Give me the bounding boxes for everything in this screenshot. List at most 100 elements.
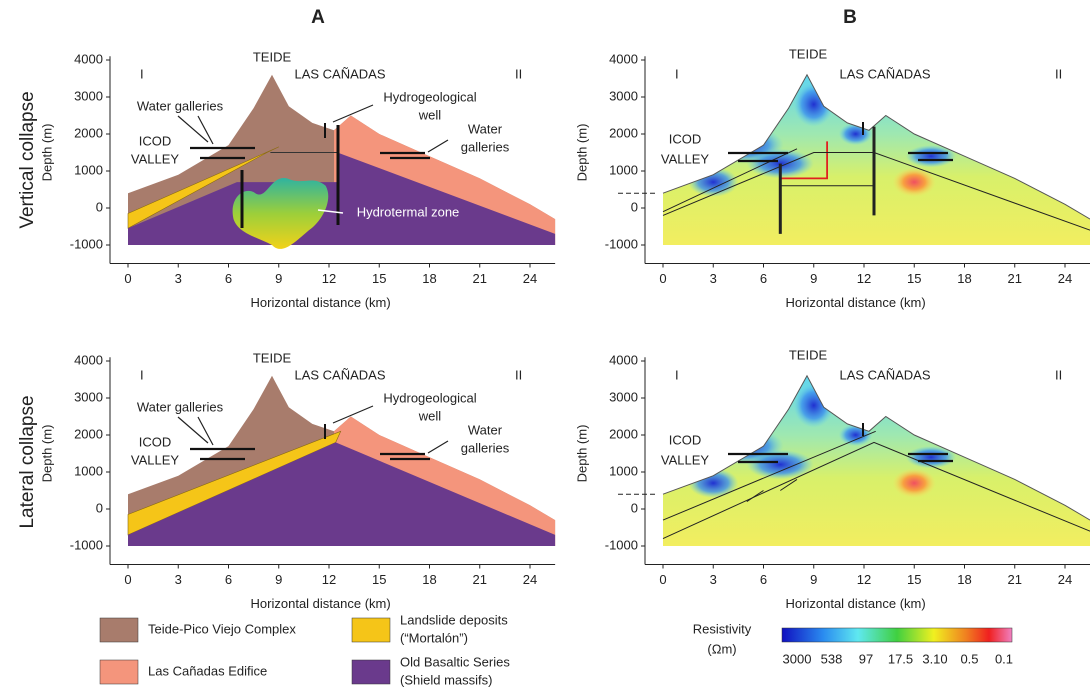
high-resistivity [892,167,937,197]
colorbar-label: 3.10 [922,651,947,666]
x-tick-label: 6 [760,271,767,286]
legend-swatch [351,617,391,643]
arrow [177,416,209,444]
annotation: Water [468,121,503,136]
structure-line [662,148,798,213]
x-tick-label: 6 [760,572,767,587]
annotation: II [515,367,522,382]
arrow [427,139,449,153]
x-tick-label: 21 [473,572,487,587]
x-tick-label: 12 [322,271,336,286]
x-tick-label: 15 [907,572,921,587]
panel-letter: A [311,7,325,28]
arrow [427,440,449,454]
x-tick-label: 24 [1058,572,1072,587]
row-label: Vertical collapse [17,91,38,228]
annotation: ICOD [669,131,702,146]
x-tick-label: 6 [225,572,232,587]
y-tick-label: -1000 [605,537,638,552]
x-tick-label: 24 [1058,271,1072,286]
resistivity-model [663,375,1090,546]
y-tick-label: -1000 [70,236,103,251]
y-tick-label: 0 [631,500,638,515]
x-tick-label: 0 [659,271,666,286]
structure-line [662,430,876,521]
x-tick-label: 18 [957,572,971,587]
annotation: I [140,66,144,81]
legend-label: (“Mortalón”) [400,630,468,645]
arrow [177,115,209,143]
panel-letter: B [843,7,857,28]
x-tick-label: 12 [322,572,336,587]
annotation: II [1055,66,1062,81]
y-axis-label: Depth (m) [574,124,589,182]
x-tick-label: 21 [1008,572,1022,587]
structure-line [873,152,1090,231]
x-tick-label: 15 [907,271,921,286]
x-tick-label: 0 [124,572,131,587]
low-resistivity [746,449,814,480]
y-tick-label: 3000 [609,389,638,404]
arrow [197,115,214,145]
y-tick-label: 0 [96,500,103,515]
x-tick-label: 9 [810,572,817,587]
y-tick-label: 2000 [609,125,638,140]
y-tick-label: -1000 [70,537,103,552]
annotation: ICOD [139,133,172,148]
flow-arrow [780,141,828,180]
x-axis-label: Horizontal distance (km) [786,596,926,611]
y-tick-label: 3000 [74,389,103,404]
annotation: LAS CAÑADAS [294,367,385,382]
annotation: II [515,66,522,81]
x-tick-label: 15 [372,572,386,587]
annotation: Water [468,422,503,437]
legend-swatch [351,659,391,685]
low-resistivity [905,145,957,168]
colorbar-label: 538 [821,651,843,666]
annotation: Water galleries [137,399,224,414]
x-tick-label: 18 [957,271,971,286]
colorbar-label: 3000 [783,651,812,666]
annotation: galleries [461,139,510,154]
x-tick-label: 3 [710,572,717,587]
x-tick-label: 0 [124,271,131,286]
annotation: VALLEY [131,151,180,166]
annotation: TEIDE [253,350,292,365]
x-tick-label: 15 [372,271,386,286]
arrow [332,405,374,424]
x-tick-label: 9 [810,271,817,286]
low-resistivity [905,446,957,469]
x-tick-label: 24 [523,271,537,286]
annotation: Hydrogeological [383,89,476,104]
annotation: galleries [461,440,510,455]
y-tick-label: 4000 [609,51,638,66]
annotation: VALLEY [661,151,710,166]
x-tick-label: 0 [659,572,666,587]
x-axis-label: Horizontal distance (km) [786,295,926,310]
row-label: Lateral collapse [17,395,38,528]
x-tick-label: 3 [175,271,182,286]
y-axis-label: Depth (m) [574,425,589,483]
y-tick-label: 4000 [609,352,638,367]
resistivity-base [663,74,1090,245]
annotation: I [675,66,679,81]
y-tick-label: 1000 [609,463,638,478]
x-tick-label: 18 [422,572,436,587]
legend-swatch [99,659,139,685]
surface [662,73,1090,220]
colorbar-label: 0.5 [960,651,978,666]
annotation: LAS CAÑADAS [294,66,385,81]
annotation: Hydrogeological [383,390,476,405]
legend-label: Landslide deposits [400,612,508,627]
annotation: TEIDE [789,46,828,61]
y-tick-label: 0 [631,199,638,214]
high-resistivity [892,468,937,498]
arrow [197,416,214,446]
annotation: LAS CAÑADAS [839,367,930,382]
annotation: well [418,408,442,423]
resistivity-base [663,375,1090,546]
structure-line [662,441,1090,540]
x-tick-label: 12 [857,271,871,286]
